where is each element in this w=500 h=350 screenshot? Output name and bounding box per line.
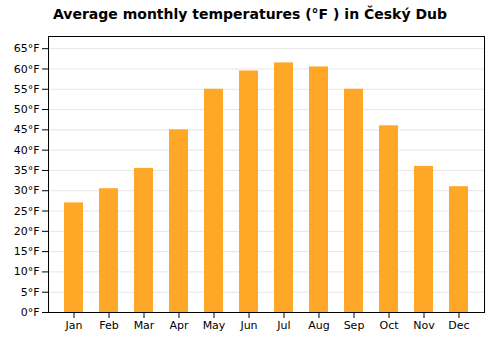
svg-text:Jun: Jun (239, 319, 257, 332)
svg-text:Feb: Feb (99, 319, 118, 332)
svg-text:Aug: Aug (308, 319, 329, 332)
svg-text:65°F: 65°F (14, 42, 40, 55)
svg-text:May: May (203, 319, 226, 332)
svg-text:Dec: Dec (448, 319, 469, 332)
svg-text:40°F: 40°F (14, 144, 40, 157)
svg-text:25°F: 25°F (14, 205, 40, 218)
svg-text:60°F: 60°F (14, 62, 40, 75)
svg-text:15°F: 15°F (14, 245, 40, 258)
svg-text:Jul: Jul (276, 319, 290, 332)
svg-text:30°F: 30°F (14, 184, 40, 197)
svg-text:0°F: 0°F (21, 306, 40, 319)
svg-text:Nov: Nov (413, 319, 435, 332)
html-text:Average monthly temperatures (: Average monthly temperatures (°F ) in Če… (53, 6, 447, 22)
svg-text:55°F: 55°F (14, 83, 40, 96)
svg-text:Oct: Oct (379, 319, 399, 332)
svg-text:Apr: Apr (169, 319, 189, 332)
svg-text:5°F: 5°F (21, 286, 40, 299)
svg-text:Jan: Jan (65, 319, 83, 332)
svg-text:45°F: 45°F (14, 123, 40, 136)
svg-text:35°F: 35°F (14, 164, 40, 177)
svg-text:10°F: 10°F (14, 265, 40, 278)
svg-text:20°F: 20°F (14, 225, 40, 238)
svg-text:50°F: 50°F (14, 103, 40, 116)
svg-text:Sep: Sep (344, 319, 365, 332)
svg-text:Mar: Mar (134, 319, 155, 332)
